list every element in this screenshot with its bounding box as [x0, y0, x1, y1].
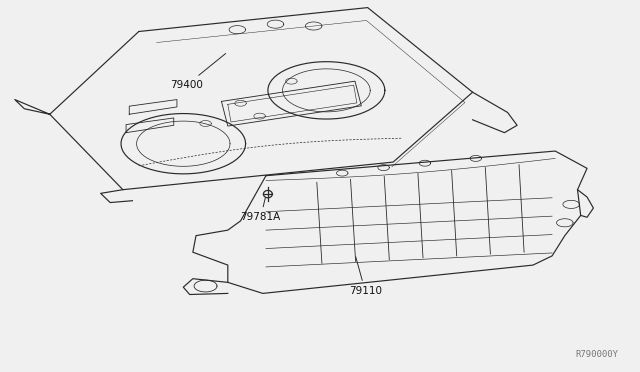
Text: 79110: 79110	[349, 257, 381, 296]
Text: R790000Y: R790000Y	[576, 350, 619, 359]
Text: 79400: 79400	[171, 54, 226, 90]
Text: 79781A: 79781A	[241, 198, 281, 222]
